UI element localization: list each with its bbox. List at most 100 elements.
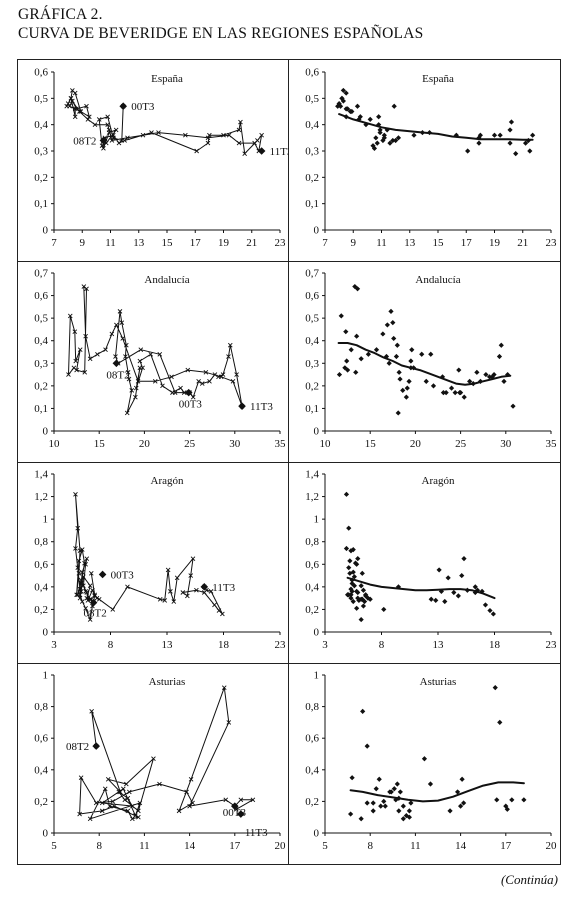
scatter-point (393, 137, 399, 144)
x-tick-label: 11 (105, 237, 116, 249)
x-tick-label: 15 (162, 237, 174, 249)
y-tick-label: 0 (43, 828, 49, 840)
scatter-point (357, 114, 363, 120)
scatter-point (406, 808, 412, 814)
row-divider (18, 462, 560, 463)
chart-svg: 0 0,1 0,2 0,3 0,4 0,5 0,6 0,7 10 15 20 25 30 35 Andalu… (34, 268, 286, 451)
figure-title: CURVA DE BEVERIDGE EN LAS REGIONES ESPAÑ… (18, 25, 424, 42)
scatter-point (423, 378, 429, 384)
y-tick-label: 0,4 (34, 335, 48, 347)
data-point-marker (157, 351, 163, 357)
scatter-point (348, 811, 354, 817)
data-point-marker (196, 379, 201, 384)
data-point-marker (250, 797, 256, 803)
data-point-marker (74, 592, 79, 598)
data-point-marker (126, 376, 132, 382)
scatter-point (496, 353, 503, 360)
scatter-point (344, 358, 350, 364)
chart-espana-scatter: 0 0,1 0,2 0,3 0,4 0,5 0,6 7 9 11 13 15 17 19 21 23 Españ… (289, 60, 560, 261)
annotated-point (99, 136, 108, 145)
annotation-label: 00T3 (179, 399, 203, 411)
x-tick-label: 18 (218, 639, 230, 651)
scatter-point (403, 394, 409, 400)
data-point-marker (207, 379, 212, 384)
chart-aragon-scatter: 0 0,2 0,4 0,6 0,8 1 1,2 1,4 3 8 13 18 23 Aragón (289, 462, 560, 663)
scatter-point (428, 351, 434, 357)
data-point-marker (230, 379, 236, 384)
y-tick-label: 0,4 (305, 335, 319, 347)
data-point-marker (234, 372, 239, 377)
x-tick-label: 17 (190, 237, 202, 249)
data-point-marker (216, 608, 222, 613)
data-point-marker (87, 596, 93, 602)
data-point-marker (66, 372, 71, 377)
scatter-point (374, 140, 380, 146)
x-tick-label: 13 (133, 237, 145, 249)
x-tick-label: 18 (489, 639, 501, 651)
y-tick-label: 0,1 (34, 198, 48, 210)
chart-espana-path: 0 0,1 0,2 0,3 0,4 0,5 0,6 7 9 11 13 15 17 19 21 23 Españ… (18, 60, 289, 261)
data-point-marker (138, 347, 144, 353)
x-tick-label: 20 (275, 840, 287, 852)
scatter-point (382, 803, 388, 809)
data-point-marker (95, 351, 100, 357)
x-tick-label: 11 (376, 237, 387, 249)
data-point-marker (87, 816, 93, 822)
data-point-marker (124, 342, 129, 348)
data-point-marker (78, 775, 84, 781)
x-tick-label: 5 (322, 840, 328, 852)
data-point-marker (129, 388, 135, 393)
scatter-point (364, 800, 370, 806)
data-point-marker (218, 374, 224, 380)
y-tick-label: 0 (314, 225, 320, 237)
data-point-marker (96, 596, 102, 602)
y-tick-label: 0,6 (34, 559, 48, 571)
scatter-point (530, 132, 536, 138)
data-point-marker (137, 800, 143, 806)
scatter-point (381, 798, 387, 804)
data-point-marker (238, 119, 243, 125)
y-tick-label: 1,2 (34, 491, 48, 503)
y-tick-label: 0 (314, 828, 320, 840)
scatter-point (494, 797, 500, 803)
data-point-marker (119, 320, 125, 325)
data-point-marker (83, 589, 88, 594)
scatter-point (390, 137, 396, 144)
annotation-label: 08T2 (73, 135, 96, 147)
annotated-point (98, 570, 107, 579)
data-point-marker (72, 106, 78, 112)
scatter-point (349, 775, 355, 781)
data-point-marker (120, 336, 126, 341)
data-point-marker (120, 786, 126, 792)
x-tick-label: 15 (433, 237, 445, 249)
data-point-marker (188, 776, 194, 782)
data-point-marker (171, 599, 177, 604)
y-tick-label: 1 (314, 670, 320, 682)
data-point-marker (85, 598, 91, 603)
y-tick-label: 0,1 (305, 403, 319, 415)
scatter-point (391, 335, 397, 342)
data-point-marker (78, 581, 84, 586)
annotation-label: 08T2 (66, 741, 89, 753)
scatter-point (400, 803, 406, 809)
scatter-point (373, 786, 379, 792)
annotation-label: 11T3 (250, 401, 273, 413)
data-point-marker (125, 135, 130, 141)
chart-asturias-path: 0 0,2 0,4 0,6 0,8 1 5 8 11 14 17 20 Asturias 08T2 00T3… (18, 663, 289, 864)
y-tick-label: 0,6 (305, 290, 319, 302)
data-point-marker (113, 127, 119, 133)
y-tick-label: 0,8 (305, 536, 319, 548)
scatter-point (395, 135, 402, 141)
data-point-marker (174, 575, 180, 581)
data-point-marker (89, 709, 94, 714)
x-tick-label: 7 (322, 237, 328, 249)
x-tick-label: 13 (433, 639, 445, 651)
data-point-marker (180, 590, 186, 595)
y-tick-label: 0,5 (305, 93, 319, 105)
scatter-point (458, 390, 464, 396)
chart-title: Asturias (420, 676, 457, 688)
annotated-point (200, 583, 209, 591)
y-tick-label: 0 (43, 627, 49, 639)
annotation-label: 11T3 (212, 582, 235, 594)
scatter-point (343, 329, 349, 335)
